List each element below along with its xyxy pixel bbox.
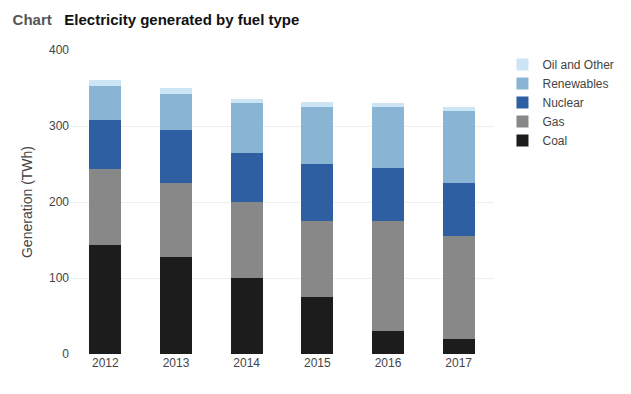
svg-text:100: 100 xyxy=(49,271,69,285)
svg-text:400: 400 xyxy=(49,43,69,57)
svg-text:Gas: Gas xyxy=(542,115,564,129)
svg-text:Nuclear: Nuclear xyxy=(542,96,583,110)
svg-text:Chart Electricity generated: Chart Electricity generated by fuel type xyxy=(13,11,300,28)
svg-text:2017: 2017 xyxy=(445,356,472,370)
svg-text:2016: 2016 xyxy=(375,356,402,370)
svg-text:2015: 2015 xyxy=(304,356,331,370)
svg-text:Generation (TWh): Generation (TWh) xyxy=(19,146,35,258)
svg-text:200: 200 xyxy=(49,195,69,209)
svg-text:2013: 2013 xyxy=(163,356,190,370)
svg-text:0: 0 xyxy=(62,347,69,361)
svg-text:Coal: Coal xyxy=(542,134,567,148)
svg-text:2014: 2014 xyxy=(233,356,260,370)
svg-text:Renewables: Renewables xyxy=(542,77,608,91)
svg-text:2012: 2012 xyxy=(92,356,119,370)
svg-text:300: 300 xyxy=(49,119,69,133)
svg-text:Oil and Other: Oil and Other xyxy=(542,58,613,72)
